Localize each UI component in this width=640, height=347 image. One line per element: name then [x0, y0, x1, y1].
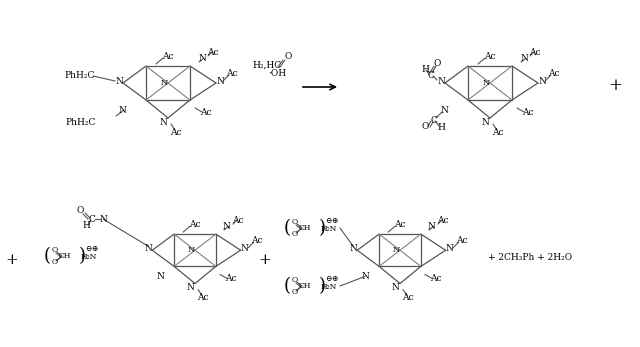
- Text: (: (: [284, 277, 291, 295]
- Text: (: (: [284, 219, 291, 237]
- Text: + 2CH₃Ph + 2H₂O: + 2CH₃Ph + 2H₂O: [488, 253, 572, 262]
- Text: ⊖: ⊖: [325, 217, 331, 225]
- Text: O: O: [52, 258, 58, 266]
- Text: H: H: [437, 122, 445, 132]
- Text: ⊕: ⊕: [91, 245, 97, 253]
- Text: Ac: Ac: [456, 236, 467, 245]
- Text: N: N: [144, 244, 152, 253]
- Text: Ac: Ac: [430, 274, 442, 283]
- Text: +: +: [608, 76, 622, 93]
- Text: CH: CH: [299, 224, 311, 232]
- Text: N: N: [241, 244, 248, 253]
- Text: ⊖: ⊖: [325, 275, 331, 283]
- Text: O: O: [421, 121, 429, 130]
- Text: O: O: [292, 218, 298, 226]
- Text: O: O: [52, 246, 58, 254]
- Text: Ac: Ac: [492, 127, 504, 136]
- Text: ·OH: ·OH: [268, 68, 286, 77]
- Text: N: N: [159, 118, 167, 127]
- Text: N: N: [520, 53, 528, 62]
- Text: N: N: [349, 244, 357, 253]
- Text: N: N: [538, 76, 546, 85]
- Text: N: N: [483, 79, 490, 87]
- Text: Ac: Ac: [207, 48, 219, 57]
- Text: H: H: [421, 65, 429, 74]
- Text: N: N: [188, 246, 195, 254]
- Text: ): ): [319, 219, 326, 237]
- Text: Ac: Ac: [232, 215, 244, 225]
- Text: CH: CH: [299, 282, 311, 290]
- Text: Ac: Ac: [484, 51, 496, 60]
- Text: H₂N: H₂N: [321, 283, 337, 291]
- Text: N: N: [391, 283, 399, 292]
- Text: O: O: [284, 51, 292, 60]
- Text: Ac: Ac: [522, 108, 534, 117]
- Text: N: N: [216, 76, 224, 85]
- Text: Ac: Ac: [251, 236, 262, 245]
- Text: ⊕: ⊕: [331, 217, 337, 225]
- Text: Ac: Ac: [394, 220, 406, 229]
- Text: N: N: [99, 214, 107, 223]
- Text: N: N: [223, 222, 231, 231]
- Text: PhH₂C: PhH₂C: [66, 118, 96, 127]
- Text: Ac: Ac: [226, 68, 238, 77]
- Text: N: N: [437, 76, 445, 85]
- Text: H: H: [82, 221, 90, 230]
- Text: H₂,HC: H₂,HC: [252, 60, 282, 69]
- Text: H₂N: H₂N: [81, 253, 97, 261]
- Text: N: N: [198, 53, 206, 62]
- Text: N: N: [118, 105, 126, 115]
- Text: N: N: [392, 246, 400, 254]
- Text: +: +: [259, 253, 271, 267]
- Text: C: C: [431, 116, 437, 125]
- Text: O: O: [76, 205, 84, 214]
- Text: N: N: [428, 222, 436, 231]
- Text: Ac: Ac: [200, 108, 212, 117]
- Text: Ac: Ac: [437, 215, 449, 225]
- Text: N: N: [186, 283, 194, 292]
- Text: N: N: [361, 272, 369, 281]
- Text: N: N: [115, 76, 123, 85]
- Text: C: C: [88, 214, 95, 223]
- Text: (: (: [44, 247, 51, 265]
- Text: ⊖: ⊖: [85, 245, 91, 253]
- Text: Ac: Ac: [189, 220, 201, 229]
- Text: Ac: Ac: [170, 127, 182, 136]
- Text: N: N: [160, 79, 168, 87]
- Text: N: N: [481, 118, 489, 127]
- Text: ): ): [79, 247, 86, 265]
- Text: PhH₂C: PhH₂C: [65, 70, 95, 79]
- Text: Ac: Ac: [529, 48, 541, 57]
- Text: O: O: [292, 276, 298, 284]
- Text: H₂N: H₂N: [321, 225, 337, 233]
- Text: Ac: Ac: [162, 51, 174, 60]
- Text: O: O: [433, 59, 441, 68]
- Text: Ac: Ac: [225, 274, 237, 283]
- Text: Ac: Ac: [402, 293, 414, 302]
- Text: N: N: [440, 105, 448, 115]
- Text: N: N: [445, 244, 454, 253]
- Text: O: O: [292, 230, 298, 238]
- Text: ⊕: ⊕: [331, 275, 337, 283]
- Text: N: N: [156, 272, 164, 281]
- Text: Ac: Ac: [197, 293, 209, 302]
- Text: CH: CH: [59, 252, 71, 260]
- Text: ): ): [319, 277, 326, 295]
- Text: +: +: [6, 253, 19, 267]
- Text: C: C: [428, 70, 435, 79]
- Text: O: O: [292, 288, 298, 296]
- Text: Ac: Ac: [548, 68, 560, 77]
